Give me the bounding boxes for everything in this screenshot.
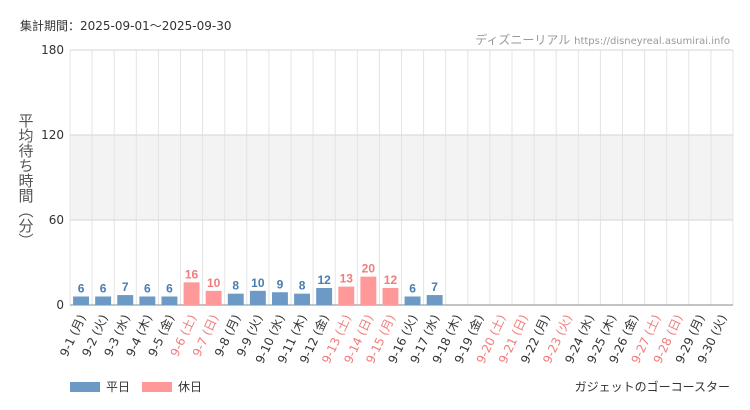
source-url[interactable]: https://disneyreal.asumirai.info	[574, 36, 730, 47]
bar-value-label: 6	[409, 282, 416, 296]
bar	[271, 292, 288, 305]
legend-label-holiday: 休日	[178, 380, 203, 394]
y-tick-label: 0	[56, 298, 64, 312]
y-tick-label: 60	[49, 213, 64, 227]
legend-label-weekday: 平日	[106, 380, 131, 394]
bar	[183, 282, 200, 305]
bar-value-label: 9	[277, 277, 284, 291]
bar	[382, 288, 399, 305]
y-tick-label: 180	[41, 43, 64, 57]
bar-value-label: 6	[166, 282, 173, 296]
legend-swatch-weekday	[70, 381, 100, 392]
legend-item-holiday[interactable]: 休日	[142, 378, 202, 395]
bar	[404, 296, 421, 305]
bar-value-label: 16	[185, 267, 199, 281]
bar	[139, 296, 156, 305]
source-credit: ディズニーリアル https://disneyreal.asumirai.inf…	[475, 31, 730, 48]
bar	[205, 290, 222, 305]
bar	[73, 296, 90, 305]
bar-value-label: 8	[232, 279, 239, 293]
bar	[426, 295, 443, 305]
bar	[117, 295, 134, 305]
bar-value-label: 12	[384, 273, 398, 287]
bar-value-label: 20	[362, 262, 376, 276]
bar-value-label: 8	[299, 279, 306, 293]
bar-value-label: 6	[78, 282, 85, 296]
bar-value-label: 10	[207, 276, 221, 290]
y-tick-label: 120	[41, 128, 64, 142]
y-axis-label: 平均待ち時間（分）	[16, 112, 35, 248]
legend: 平日 休日	[70, 378, 214, 395]
bar-value-label: 7	[122, 280, 129, 294]
bar-value-label: 6	[144, 282, 151, 296]
source-name: ディズニーリアル	[475, 33, 571, 47]
aggregation-period: 集計期間：2025-09-01〜2025-09-30	[20, 19, 232, 33]
legend-swatch-holiday	[142, 381, 173, 392]
bar	[360, 276, 377, 305]
bar-value-label: 7	[431, 280, 438, 294]
bar	[338, 286, 355, 305]
bar-value-label: 6	[100, 282, 107, 296]
bar-value-label: 12	[317, 273, 331, 287]
legend-item-weekday[interactable]: 平日	[70, 378, 130, 395]
attraction-name: ガジェットのゴーコースター	[574, 380, 730, 394]
bar	[227, 293, 244, 305]
bar-value-label: 10	[251, 276, 265, 290]
bar-value-label: 13	[340, 272, 354, 286]
bar	[95, 296, 112, 305]
bar	[161, 296, 178, 305]
bar	[316, 288, 333, 305]
bar	[294, 293, 311, 305]
bar	[249, 290, 266, 305]
